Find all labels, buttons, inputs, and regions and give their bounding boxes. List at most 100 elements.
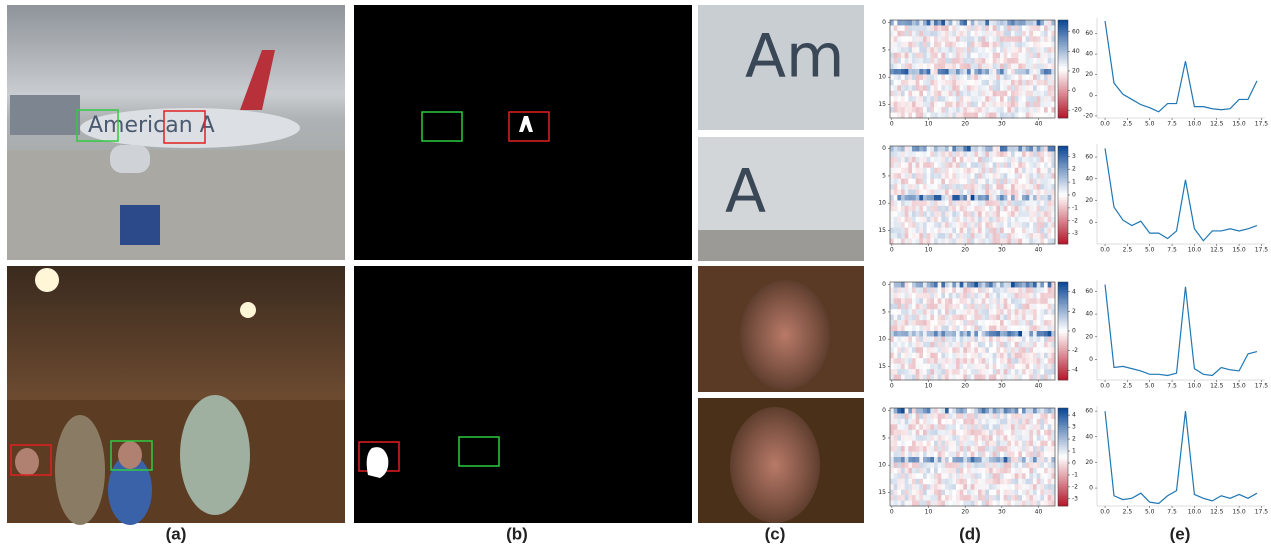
heatmap-cell xyxy=(934,413,938,420)
heatmap-cell xyxy=(959,146,964,152)
heatmap-cell xyxy=(893,489,898,496)
heatmap-cell xyxy=(1000,314,1004,321)
heatmap-cell xyxy=(919,200,924,207)
heatmap-cell xyxy=(919,374,924,381)
heatmap-cell xyxy=(912,473,916,480)
heatmap-cell xyxy=(1000,363,1004,370)
heatmap-cell xyxy=(934,435,938,441)
heatmap-cell xyxy=(941,489,946,496)
heatmap-cell xyxy=(930,363,935,370)
heatmap-cell xyxy=(1000,484,1004,490)
heatmap-cell xyxy=(967,424,971,431)
heatmap-cell xyxy=(981,195,986,201)
heatmap-cell xyxy=(956,20,960,26)
heatmap-cell xyxy=(1040,325,1045,332)
colorbar-cell xyxy=(1058,355,1068,359)
heatmap-cell xyxy=(952,167,957,174)
heatmap-cell xyxy=(974,20,979,26)
heatmap-cell xyxy=(915,292,920,299)
heatmap-cell xyxy=(908,451,913,458)
heatmap-cell xyxy=(1036,298,1041,305)
heatmap-cell xyxy=(956,352,960,359)
heatmap-cell xyxy=(926,63,931,70)
heatmap-cell xyxy=(970,408,975,414)
heatmap-cell xyxy=(915,446,920,452)
x-tick-label: 20 xyxy=(961,121,969,128)
heatmap-cell xyxy=(941,146,946,152)
heatmap-cell xyxy=(952,451,957,458)
heatmap-cell xyxy=(996,429,1001,436)
heatmap-cell xyxy=(1036,309,1041,315)
heatmap-cell xyxy=(967,58,971,64)
heatmap-cell xyxy=(893,162,898,169)
heatmap-cell xyxy=(1051,211,1056,218)
heatmap-cell xyxy=(915,205,920,212)
heatmap-cell xyxy=(992,298,997,305)
colorbar-cell xyxy=(1058,321,1068,324)
colorbar-cell xyxy=(1058,108,1068,111)
heatmap-cell xyxy=(923,96,927,102)
heatmap-cell xyxy=(937,314,942,321)
heatmap-cell xyxy=(1018,79,1023,86)
heatmap-cell xyxy=(1044,63,1048,70)
heatmap-cell xyxy=(926,178,931,185)
heatmap-cell xyxy=(941,457,946,463)
heatmap-cell xyxy=(996,446,1001,452)
heatmap-cell xyxy=(970,222,975,228)
heatmap-cell xyxy=(890,167,894,174)
heatmap-cell xyxy=(915,173,920,179)
heatmap-cell xyxy=(1040,358,1045,364)
heatmap-cell xyxy=(992,325,997,332)
heatmap-cell xyxy=(967,473,971,480)
heatmap-cell xyxy=(1044,211,1048,218)
heatmap-cell xyxy=(1047,63,1052,70)
colorbar-cell xyxy=(1058,410,1068,414)
heatmap-cell xyxy=(1011,347,1015,354)
heatmap-cell xyxy=(952,495,957,501)
x-tick-label: 10 xyxy=(925,509,933,516)
heatmap-cell xyxy=(1029,352,1034,359)
colorbar-cell xyxy=(1058,479,1068,482)
heatmap-cell xyxy=(978,195,982,201)
heatmap-cell xyxy=(934,303,938,310)
heatmap-cell xyxy=(912,47,916,53)
heatmap-cell xyxy=(1047,429,1052,436)
heatmap-cell xyxy=(963,341,968,348)
heatmap-cell xyxy=(1007,358,1012,364)
heatmap-cell xyxy=(1029,227,1034,234)
heatmap-cell xyxy=(952,424,957,431)
heatmap-cell xyxy=(919,473,924,480)
heatmap-cell xyxy=(893,282,898,288)
heatmap-cell xyxy=(996,424,1001,431)
heatmap-cell xyxy=(1033,96,1037,102)
heatmap-cell xyxy=(1007,227,1012,234)
heatmap-cell xyxy=(1044,47,1048,53)
heatmap-cell xyxy=(1051,233,1056,239)
heatmap-cell xyxy=(1025,205,1030,212)
colorbar-cell xyxy=(1058,224,1068,228)
heatmap-cell xyxy=(1003,211,1008,218)
heatmap-cell xyxy=(959,216,964,223)
heatmap-cell xyxy=(1047,331,1052,337)
heatmap-cell xyxy=(996,238,1001,245)
heatmap-cell xyxy=(1036,162,1041,169)
heatmap-cell xyxy=(908,435,913,441)
heatmap-cell xyxy=(904,408,909,414)
heatmap-cell xyxy=(945,331,949,337)
heatmap-cell xyxy=(1040,47,1045,53)
colorbar-cell xyxy=(1058,442,1068,446)
heatmap-cell xyxy=(1022,462,1026,469)
heatmap-cell xyxy=(1007,85,1012,92)
heatmap-cell xyxy=(985,374,990,381)
heatmap-cell xyxy=(992,473,997,480)
heatmap-cell xyxy=(978,216,982,223)
heatmap-cell xyxy=(893,451,898,458)
colorbar-cell xyxy=(1058,335,1068,339)
heatmap-cell xyxy=(1003,167,1008,174)
heatmap-cell xyxy=(923,298,927,305)
heatmap-cell xyxy=(989,484,993,490)
heatmap-cell xyxy=(1047,47,1052,53)
heatmap-cell xyxy=(890,58,894,64)
heatmap-cell xyxy=(1022,63,1026,70)
heatmap-cell xyxy=(937,107,942,113)
